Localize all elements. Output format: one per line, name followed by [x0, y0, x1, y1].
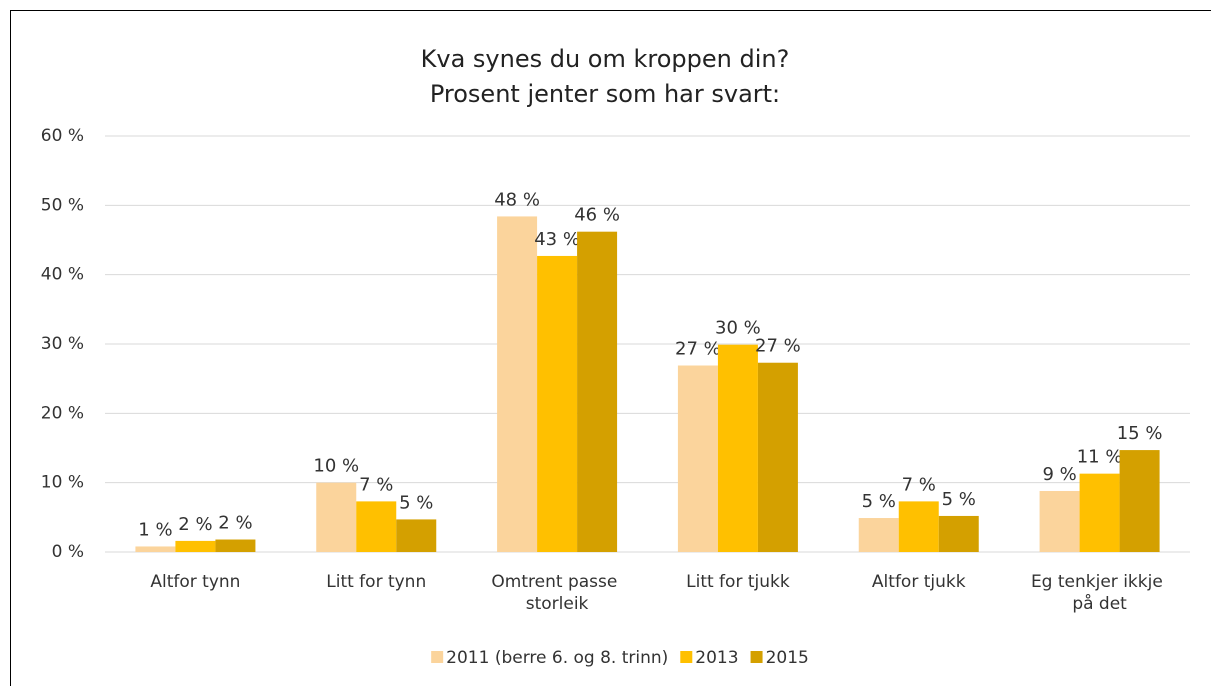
legend-label: 2011 (berre 6. og 8. trinn) [446, 648, 668, 668]
value-label: 15 % [1117, 423, 1163, 444]
bar [135, 546, 176, 552]
bar [757, 362, 798, 552]
bar [537, 255, 578, 553]
value-label: 48 % [494, 189, 540, 210]
bar [677, 365, 718, 552]
value-label: 10 % [313, 456, 359, 477]
x-tick-label: Litt for tynn [326, 572, 426, 592]
value-label: 7 % [902, 474, 936, 495]
value-label: 2 % [218, 513, 252, 534]
bar [497, 216, 538, 552]
value-label: 43 % [534, 229, 580, 250]
value-label: 1 % [138, 519, 172, 540]
value-label: 2 % [178, 514, 212, 535]
bar [938, 515, 979, 552]
value-label: 27 % [755, 336, 801, 357]
y-tick-label: 10 % [41, 473, 84, 493]
bar [898, 501, 939, 552]
y-tick-label: 0 % [52, 542, 84, 562]
x-tick-label: Altfor tjukk [872, 572, 966, 592]
bar [175, 540, 216, 552]
value-label: 7 % [359, 474, 393, 495]
y-tick-label: 30 % [41, 334, 84, 354]
bar [577, 231, 618, 552]
legend: 2011 (berre 6. og 8. trinn) 2013 2015 [431, 648, 809, 668]
value-label: 5 % [862, 491, 896, 512]
bar [1079, 473, 1120, 552]
value-label: 5 % [399, 492, 433, 513]
y-tick-label: 50 % [41, 195, 84, 215]
value-label: 46 % [574, 205, 620, 226]
y-tick-label: 60 % [41, 126, 84, 146]
bar [215, 539, 256, 552]
bar [316, 482, 357, 552]
x-tick-label: Litt for tjukk [686, 572, 790, 592]
y-tick-label: 20 % [41, 403, 84, 423]
value-label: 27 % [675, 338, 721, 359]
bar [717, 344, 758, 552]
legend-swatch [431, 651, 444, 663]
bar [1119, 450, 1160, 552]
value-label: 30 % [715, 318, 761, 339]
x-tick-label: Altfor tynn [150, 572, 240, 592]
chart-title: Kva synes du om kroppen din? [421, 45, 790, 73]
bar [396, 519, 437, 552]
x-tick-label: Eg tenkjer ikkje på det [1031, 572, 1168, 614]
legend-swatch [750, 651, 763, 663]
value-label: 5 % [942, 489, 976, 510]
bar [858, 518, 899, 552]
legend-swatch [680, 651, 693, 663]
value-label: 9 % [1042, 464, 1076, 485]
bar [356, 501, 397, 552]
chart-title: Prosent jenter som har svart: [430, 80, 780, 108]
y-tick-label: 40 % [41, 265, 84, 285]
bar [1039, 490, 1080, 552]
x-tick-label: Omtrent passe storleik [491, 572, 622, 614]
value-label: 11 % [1077, 447, 1123, 468]
legend-label: 2015 [766, 648, 809, 668]
legend-label: 2013 [695, 648, 738, 668]
